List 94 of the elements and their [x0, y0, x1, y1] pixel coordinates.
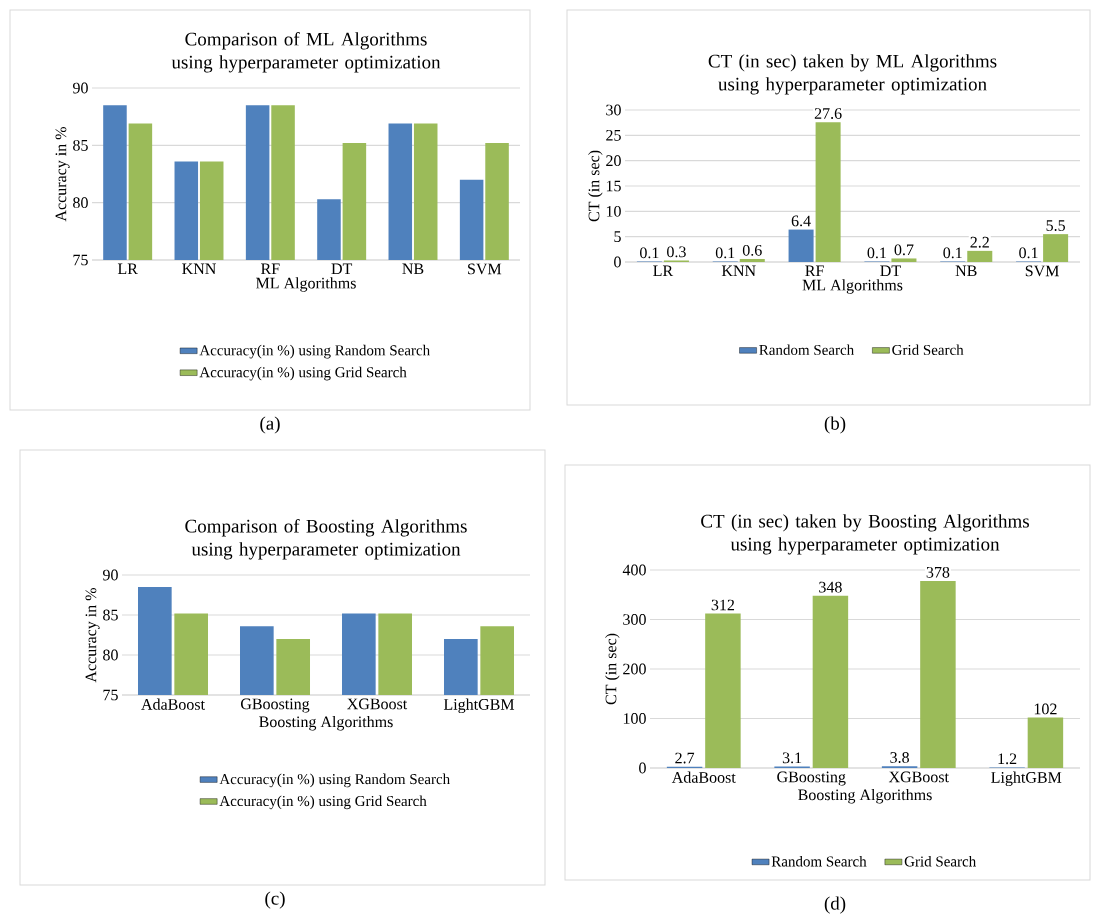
y-tick-label: 100	[623, 713, 646, 724]
legend-label: Random Search	[759, 344, 854, 355]
x-tick-label: LightGBM	[991, 771, 1062, 787]
chart-title: CT (in sec) taken by Boosting Algorithms using hyperparameter optimization	[701, 514, 1029, 555]
data-label: 0.1	[640, 247, 659, 259]
data-label: 0.1	[943, 247, 962, 259]
data-label: 27.6	[814, 108, 842, 119]
bar	[891, 258, 917, 263]
x-tick-label: KNN	[721, 265, 756, 277]
data-label: 1.2	[998, 753, 1017, 765]
text: (b)	[824, 416, 846, 434]
x-tick-label: LR	[117, 263, 138, 275]
data-label: 0.6	[742, 244, 762, 256]
legend-label: Random Search	[771, 855, 867, 867]
text: (d)	[824, 896, 846, 914]
y-tick-label: 30	[606, 104, 621, 116]
chart-title: Comparison of Boosting Algorithms using hyperparameter optimization	[185, 519, 467, 560]
y-tick-label: 0	[639, 762, 646, 774]
text: (a)	[260, 416, 280, 434]
y-tick-label: 5	[614, 231, 621, 242]
y-tick-label: 25	[606, 129, 621, 141]
x-tick-label: NB	[402, 263, 424, 275]
x-axis-title: Boosting Algorithms	[798, 788, 932, 804]
bar	[705, 613, 741, 769]
data-label: 2.7	[675, 752, 695, 764]
y-axis-title: Accuracy in %	[55, 127, 70, 222]
x-tick-label: NB	[955, 265, 977, 277]
x-tick-label: XGBoost	[888, 771, 949, 783]
y-tick-label: 200	[623, 663, 646, 675]
x-axis-title: ML Algorithms	[256, 277, 356, 292]
data-label: 6.4	[791, 215, 811, 227]
bar	[1043, 234, 1069, 263]
bar	[739, 258, 765, 263]
y-tick-label: 20	[606, 155, 621, 167]
legend-label: Accuracy(in %) using Grid Search	[219, 795, 427, 810]
y-axis-title: CT (in sec)	[588, 150, 603, 222]
data-label: 0.1	[715, 247, 735, 259]
y-tick-label: 85	[103, 609, 118, 621]
data-label: 5.5	[1046, 220, 1065, 231]
bar	[967, 250, 993, 263]
legend-label: Grid Search	[892, 344, 964, 355]
data-label: 378	[926, 566, 950, 578]
bar	[1027, 717, 1064, 769]
bar	[815, 122, 841, 263]
y-tick-label: 15	[606, 180, 621, 192]
y-tick-label: 0	[614, 256, 621, 268]
x-axis-title: Boosting Algorithms	[259, 715, 393, 731]
y-tick-label: 300	[623, 614, 646, 625]
x-tick-label: KNN	[182, 263, 216, 275]
x-tick-label: LR	[653, 265, 674, 277]
data-label: 0.1	[1019, 247, 1038, 259]
data-label: 102	[1034, 703, 1057, 715]
data-label: 3.1	[782, 752, 802, 764]
x-tick-label: SVM	[1025, 265, 1059, 277]
y-tick-label: 75	[103, 689, 118, 701]
bar	[920, 580, 956, 769]
legend-label: Grid Search	[904, 855, 976, 867]
x-tick-label: GBoosting	[240, 698, 310, 713]
x-tick-label: LightGBM	[443, 698, 515, 714]
data-label: 3.8	[890, 752, 909, 763]
y-tick-label: 400	[622, 564, 646, 576]
x-axis-title: ML Algorithms	[802, 279, 903, 294]
text: (c)	[265, 891, 285, 909]
data-label: 2.2	[970, 236, 989, 248]
y-tick-label: 80	[103, 649, 118, 661]
x-tick-label: GBoosting	[777, 771, 846, 786]
x-tick-label: DT	[880, 265, 901, 277]
y-axis-title: Accuracy in %	[85, 588, 100, 683]
data-label: 0.7	[894, 244, 914, 256]
legend-label: Accuracy(in %) using Grid Search	[199, 366, 407, 381]
legend-label: Accuracy(in %) using Random Search	[219, 773, 450, 788]
x-tick-label: RF	[261, 263, 280, 275]
bar	[812, 595, 849, 769]
y-tick-label: 85	[73, 139, 88, 151]
data-label: 0.1	[867, 247, 886, 259]
y-tick-label: 80	[73, 197, 88, 209]
x-tick-label: AdaBoost	[141, 698, 205, 710]
data-label: 0.3	[667, 246, 686, 258]
y-axis-title: CT (in sec)	[605, 633, 620, 705]
x-tick-label: AdaBoost	[671, 771, 736, 783]
chart-title: CT (in sec) taken by ML Algorithms using hyperparameter optimization	[708, 54, 997, 95]
y-tick-label: 10	[606, 205, 621, 217]
x-tick-label: DT	[331, 263, 353, 275]
y-tick-label: 75	[73, 254, 88, 266]
x-tick-label: SVM	[468, 263, 502, 275]
bar	[788, 229, 814, 263]
chart-title: Comparison of ML Algorithms using hyperparameter optimization	[171, 31, 441, 73]
y-tick-label: 90	[102, 569, 118, 581]
x-tick-label: RF	[805, 265, 824, 277]
legend-label: Accuracy(in %) using Random Search	[199, 344, 430, 359]
data-label: 312	[711, 599, 735, 611]
x-tick-label: XGBoost	[347, 698, 408, 710]
y-tick-label: 90	[72, 82, 88, 94]
data-label: 348	[819, 581, 842, 593]
